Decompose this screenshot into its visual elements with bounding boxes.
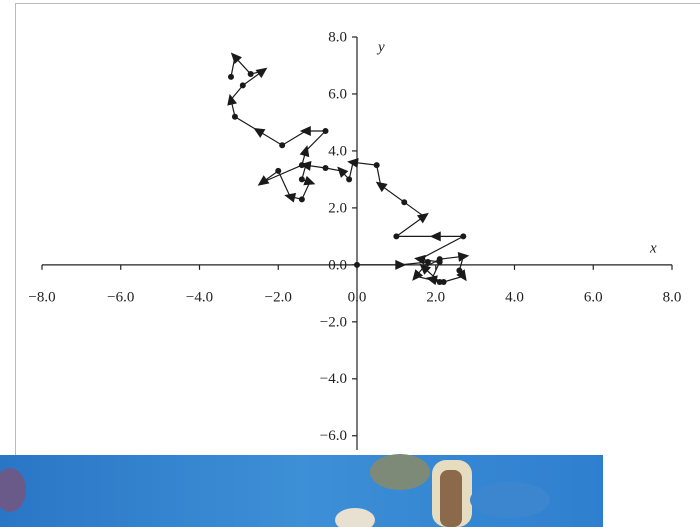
point (298, 176, 305, 183)
arrow-head (299, 125, 311, 136)
arrow-head (255, 67, 268, 79)
point (440, 278, 447, 285)
arrow-head (457, 251, 470, 262)
photo (0, 454, 603, 527)
arrow-head (303, 175, 316, 186)
y-axis-title: y (376, 39, 385, 55)
point (298, 196, 305, 203)
x-tick-label: 0.0 (348, 289, 367, 305)
y-tick-label: 8.0 (328, 29, 347, 45)
x-tick-label: 2.0 (426, 289, 445, 305)
x-axis-title: x (649, 240, 657, 256)
y-tick-label: 4.0 (328, 143, 347, 159)
arrow-head (412, 269, 424, 281)
point (275, 167, 282, 174)
y-tick-label: 6.0 (328, 86, 347, 102)
y-tick-label: −6.0 (320, 428, 347, 444)
arrow-head (227, 93, 237, 106)
arrow-head (414, 254, 426, 265)
arrow-head (299, 145, 310, 158)
x-tick-label: −2.0 (265, 289, 292, 305)
point (460, 233, 467, 240)
point (228, 73, 234, 80)
arrow-head (419, 263, 431, 275)
point (354, 261, 360, 268)
arrow-head (416, 212, 429, 224)
arrow-head (257, 175, 270, 186)
frame (15, 3, 700, 527)
point (373, 162, 380, 169)
y-tick-label: 0.0 (328, 257, 347, 273)
arrow-head (395, 259, 407, 270)
point (436, 259, 443, 266)
point (298, 162, 305, 169)
y-tick-label: 2.0 (328, 200, 347, 216)
y-tick-label: −4.0 (320, 371, 347, 387)
arrow-head (253, 127, 266, 138)
arrow-head (284, 192, 297, 203)
walk-line (230, 55, 465, 283)
x-tick-label: −4.0 (186, 289, 213, 305)
point (322, 127, 329, 134)
x-tick-label: 6.0 (584, 289, 603, 305)
x-tick-label: 4.0 (505, 289, 524, 305)
point (401, 199, 408, 206)
arrow-head (230, 52, 243, 65)
x-tick-label: 8.0 (663, 289, 682, 305)
x-tick-label: −6.0 (107, 289, 134, 305)
arrow-head (337, 166, 349, 178)
arrow-head (456, 269, 467, 282)
point (239, 82, 246, 89)
y-tick-label: −2.0 (320, 314, 347, 330)
arrow-head (375, 181, 388, 193)
point (231, 113, 238, 120)
x-tick-label: −8.0 (28, 289, 55, 305)
point (247, 71, 254, 78)
arrow-head (347, 157, 359, 168)
point (393, 233, 400, 240)
point (424, 259, 431, 266)
point (279, 142, 286, 149)
arrow-head (425, 275, 438, 286)
point (322, 165, 329, 172)
point (346, 176, 353, 183)
arrow-head (299, 160, 312, 171)
arrow-head (429, 231, 441, 242)
